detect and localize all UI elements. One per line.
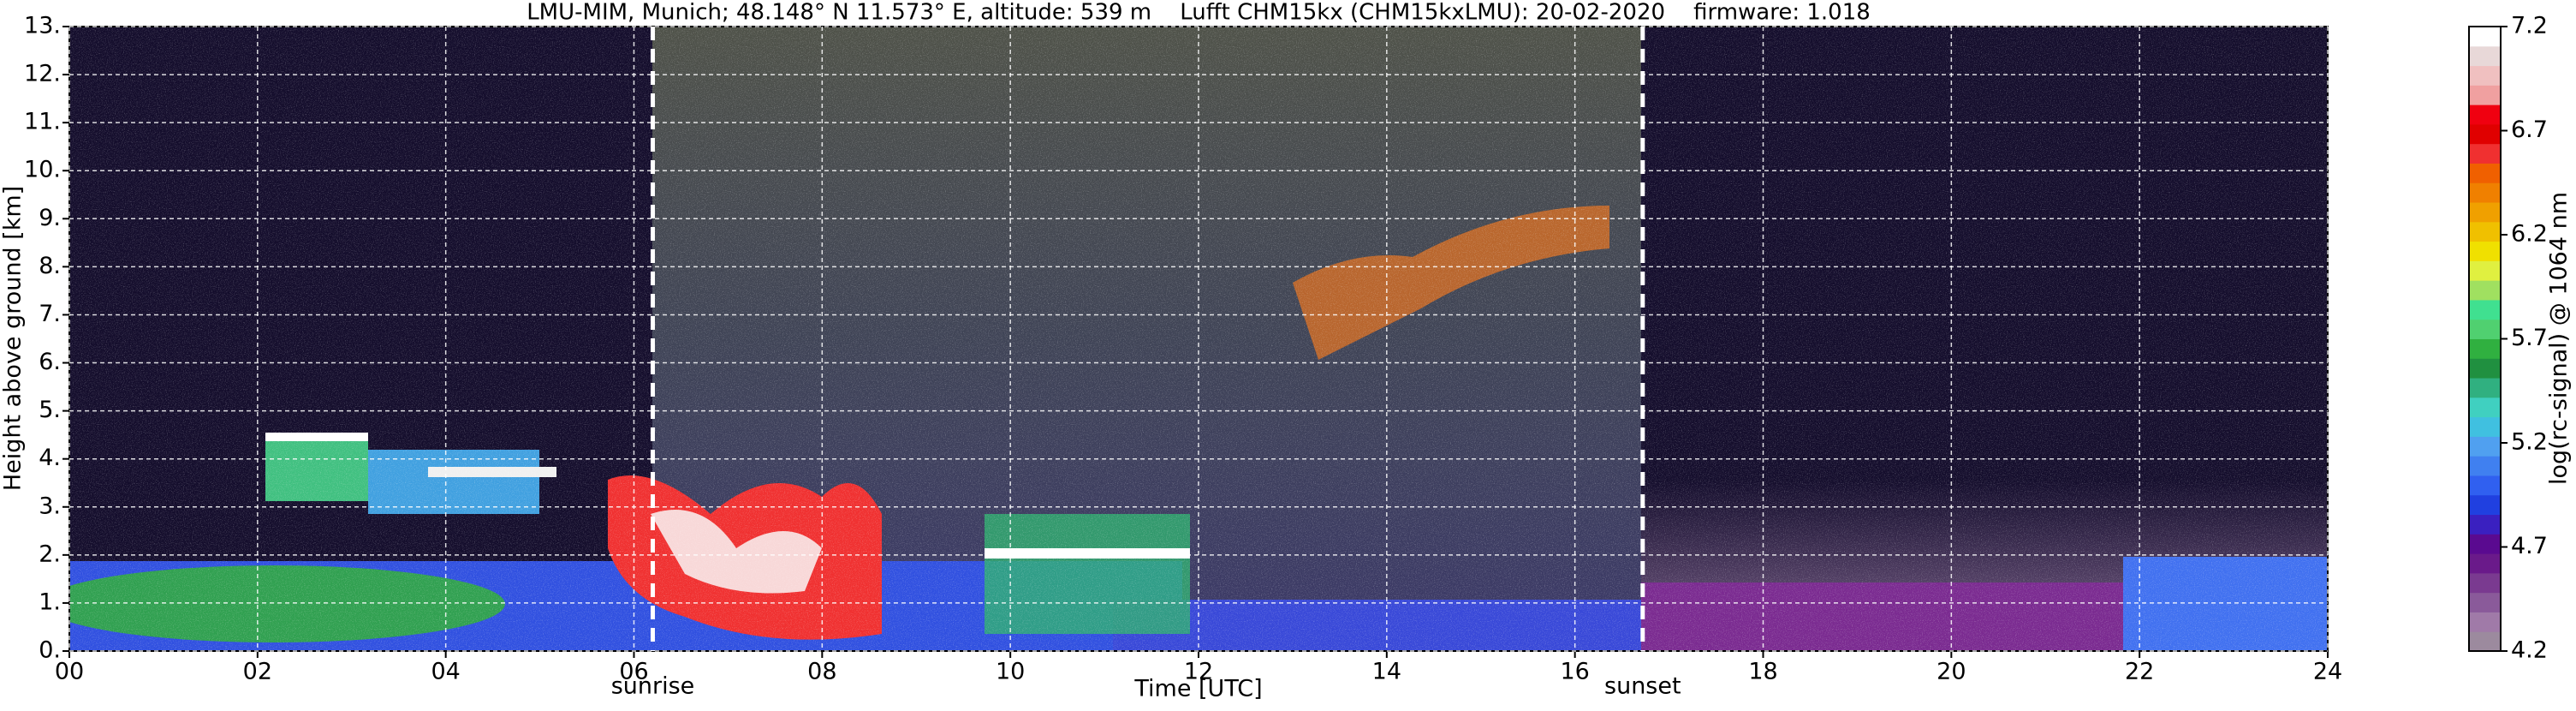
colorbar-band (2469, 456, 2501, 476)
colorbar-band (2469, 416, 2501, 437)
x-tick-label: 24 (2313, 659, 2342, 685)
colorbar-label: log(rc-signal) @ 1064 nm (2546, 192, 2573, 485)
colorbar-band (2469, 338, 2501, 359)
colorbar-band (2469, 163, 2501, 183)
colorbar-band (2469, 572, 2501, 594)
colorbar-band (2469, 592, 2501, 612)
heatmap-image (69, 27, 2328, 651)
colorbar-band (2469, 358, 2501, 379)
y-tick-label: 8. (39, 253, 61, 279)
y-tick-label: 10. (24, 157, 61, 183)
colorbar-band (2469, 260, 2501, 281)
colorbar-band (2469, 85, 2501, 105)
colorbar-tick-label: 7.2 (2511, 13, 2548, 39)
colorbar-band (2469, 123, 2501, 145)
x-tick-label: 18 (1748, 659, 1777, 685)
y-axis-label: Height above ground [km] (0, 186, 27, 491)
colorbar-band (2469, 299, 2501, 320)
colorbar-tick-label: 4.2 (2511, 637, 2548, 664)
colorbar-band (2469, 534, 2501, 554)
x-tick-label: 04 (431, 659, 460, 685)
x-tick-label: 22 (2125, 659, 2154, 685)
colorbar-band (2469, 631, 2501, 652)
colorbar-band (2469, 221, 2501, 242)
colorbar-band (2469, 182, 2501, 203)
y-tick-label: 3. (39, 493, 61, 519)
colorbar-band (2469, 319, 2501, 339)
colorbar-band (2469, 494, 2501, 516)
colorbar-tick-label: 6.2 (2511, 221, 2548, 248)
colorbar-band (2469, 105, 2501, 125)
colorbar-band (2469, 397, 2501, 418)
event-label: sunrise (611, 673, 695, 700)
y-tick-label: 11. (24, 109, 61, 135)
chart-title: LMU-MIM, Munich; 48.148° N 11.573° E, al… (527, 0, 1871, 26)
colorbar-band (2469, 436, 2501, 457)
x-tick-label: 20 (1936, 659, 1966, 685)
event-label: sunset (1604, 673, 1681, 700)
y-tick-label: 13. (24, 13, 61, 39)
colorbar-tick-label: 5.7 (2511, 325, 2548, 351)
colorbar-tick-label: 5.2 (2511, 429, 2548, 456)
colorbar-band (2469, 378, 2501, 398)
x-tick-label: 06 (619, 659, 648, 685)
colorbar-band (2469, 45, 2501, 67)
colorbar-tick-label: 6.7 (2511, 117, 2548, 143)
y-tick-label: 1. (39, 589, 61, 615)
x-tick-label: 08 (807, 659, 836, 685)
y-tick-label: 9. (39, 205, 61, 231)
colorbar-tick-label: 4.7 (2511, 533, 2548, 559)
y-tick-label: 7. (39, 301, 61, 327)
colorbar-band (2469, 553, 2501, 574)
y-tick-label: 12. (24, 61, 61, 87)
colorbar-band (2469, 475, 2501, 496)
colorbar-band (2469, 241, 2501, 261)
colorbar-band (2469, 202, 2501, 223)
colorbar-band (2469, 27, 2501, 47)
x-tick-label: 10 (996, 659, 1025, 685)
x-axis-label: Time [UTC] (1133, 676, 1262, 702)
colorbar-band (2469, 612, 2501, 632)
x-tick-label: 14 (1372, 659, 1401, 685)
colorbar-band (2469, 280, 2501, 301)
x-tick-label: 00 (55, 659, 84, 685)
colorbar-band (2469, 514, 2501, 535)
y-tick-label: 0. (39, 637, 61, 664)
y-tick-label: 4. (39, 445, 61, 471)
y-tick-label: 5. (39, 397, 61, 423)
x-tick-label: 02 (243, 659, 272, 685)
x-tick-label: 16 (1560, 659, 1589, 685)
y-tick-label: 2. (39, 541, 61, 567)
colorbar-band (2469, 65, 2501, 86)
colorbar-band (2469, 143, 2501, 164)
x-tick-label: 12 (1184, 659, 1213, 685)
y-tick-label: 6. (39, 349, 61, 375)
